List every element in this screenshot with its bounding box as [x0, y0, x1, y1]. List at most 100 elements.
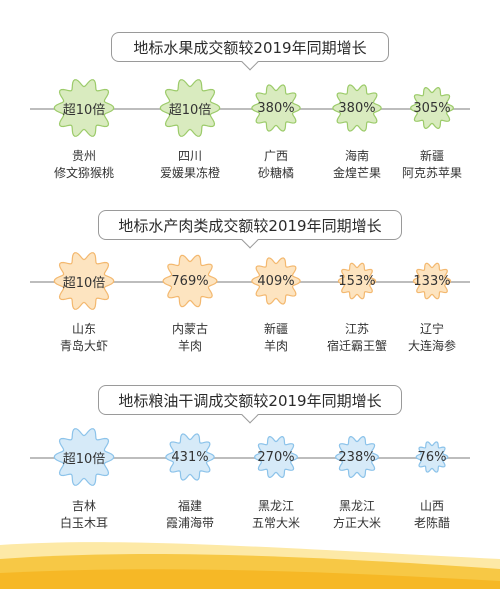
product-name: 青岛大虾 [59, 339, 108, 353]
growth-badge: 153% [337, 261, 377, 301]
section-aquatic-meat: 地标水产肉类成交额较2019年同期增长 超10倍山东青岛大虾 769% 内蒙古羊肉 4… [0, 175, 500, 355]
product-name: 羊肉 [177, 339, 202, 353]
scalloped-badge-shape [162, 254, 218, 308]
section-grain-oil: 地标粮油干调成交额较2019年同期增长 超10倍吉林白玉木耳 431% 福建霞浦海带… [0, 357, 500, 537]
region-name: 海南 [344, 149, 369, 163]
growth-badge: 409% [250, 255, 302, 307]
growth-badge: 380% [331, 82, 383, 134]
product-name: 爱媛果冻橙 [159, 166, 220, 180]
axis-line [30, 108, 470, 110]
scalloped-badge-shape [412, 262, 452, 300]
region-name: 黑龙江 [257, 499, 294, 513]
growth-value: 133% [413, 273, 451, 289]
product-label: 四川 爱媛果冻橙 [142, 148, 238, 182]
footer-wave-decoration [0, 542, 500, 589]
section-title-callout: 地标水产肉类成交额较2019年同期增长 [98, 210, 402, 240]
product-name: 霞浦海带 [165, 516, 214, 530]
axis-line [30, 281, 470, 283]
product-label: 新疆 阿克苏苹果 [384, 148, 480, 182]
axis-line [30, 457, 470, 459]
scalloped-badge-shape [53, 79, 115, 137]
product-label: 辽宁 大连海参 [384, 321, 480, 355]
growth-value: 305% [413, 100, 451, 116]
growth-badge: 超10倍 [52, 425, 116, 489]
growth-value: 380% [338, 100, 376, 116]
growth-badge: 305% [409, 85, 455, 131]
growth-value: 409% [257, 273, 295, 289]
scalloped-badge-shape [251, 84, 301, 132]
product-label: 新疆 羊肉 [228, 321, 324, 355]
growth-badge: 超10倍 [52, 76, 116, 140]
growth-badge: 431% [164, 431, 216, 483]
growth-badge: 76% [415, 440, 449, 474]
scalloped-badge-shape [409, 87, 455, 129]
scalloped-badge-shape [334, 436, 380, 478]
region-name: 内蒙古 [171, 322, 208, 336]
growth-badge: 380% [250, 82, 302, 134]
scalloped-badge-shape [53, 252, 115, 310]
scalloped-badge-shape [165, 433, 215, 481]
product-name: 金煌芒果 [332, 166, 381, 180]
growth-value: 431% [171, 449, 209, 465]
growth-value: 769% [171, 273, 209, 289]
product-name: 大连海参 [407, 339, 456, 353]
growth-badge: 270% [253, 434, 299, 480]
scalloped-badge-shape [415, 441, 449, 473]
growth-value: 153% [338, 273, 376, 289]
growth-value: 270% [257, 449, 295, 465]
region-name: 山西 [419, 499, 444, 513]
product-name: 修文猕猴桃 [53, 166, 114, 180]
scalloped-badge-shape [337, 262, 377, 300]
region-name: 贵州 [71, 149, 96, 163]
product-name: 羊肉 [263, 339, 288, 353]
growth-value: 超10倍 [62, 102, 106, 118]
region-name: 黑龙江 [338, 499, 375, 513]
scalloped-badge-shape [251, 257, 301, 305]
region-name: 福建 [177, 499, 202, 513]
product-label: 江苏 宿迁霸王蟹 [309, 321, 405, 355]
scalloped-badge-shape [332, 84, 382, 132]
product-name: 宿迁霸王蟹 [326, 339, 387, 353]
growth-value: 76% [417, 449, 447, 465]
section-fruit: 地标水果成交额较2019年同期增长 超10倍贵州修文猕猴桃 超10倍四川爱媛果冻橙… [0, 0, 500, 180]
section-title: 地标水产肉类成交额较2019年同期增长 [118, 217, 382, 235]
product-name: 白玉木耳 [59, 516, 108, 530]
region-name: 新疆 [263, 322, 288, 336]
growth-badge: 769% [161, 252, 219, 310]
region-name: 吉林 [71, 499, 96, 513]
product-name: 阿克苏苹果 [401, 166, 462, 180]
growth-badge: 133% [412, 261, 452, 301]
section-title: 地标粮油干调成交额较2019年同期增长 [118, 392, 382, 410]
region-name: 新疆 [419, 149, 444, 163]
product-name: 砂糖橘 [257, 166, 294, 180]
product-label: 黑龙江 方正大米 [309, 498, 405, 532]
region-name: 广西 [263, 149, 288, 163]
product-label: 山西 老陈醋 [384, 498, 480, 532]
growth-value: 超10倍 [62, 275, 106, 291]
product-label: 黑龙江 五常大米 [228, 498, 324, 532]
region-name: 四川 [177, 149, 202, 163]
growth-badge: 238% [334, 434, 380, 480]
growth-badge: 超10倍 [158, 76, 222, 140]
region-name: 山东 [71, 322, 96, 336]
product-name: 五常大米 [251, 516, 300, 530]
product-label: 贵州 修文猕猴桃 [36, 148, 132, 182]
growth-value: 380% [257, 100, 295, 116]
section-title-callout: 地标粮油干调成交额较2019年同期增长 [98, 385, 402, 415]
product-label: 内蒙古 羊肉 [142, 321, 238, 355]
scalloped-badge-shape [253, 436, 299, 478]
region-name: 江苏 [344, 322, 369, 336]
product-label: 吉林 白玉木耳 [36, 498, 132, 532]
section-title: 地标水果成交额较2019年同期增长 [133, 39, 367, 57]
growth-badge: 超10倍 [52, 249, 116, 313]
scalloped-badge-shape [159, 79, 221, 137]
region-name: 辽宁 [419, 322, 444, 336]
growth-value: 238% [338, 449, 376, 465]
product-name: 老陈醋 [413, 516, 450, 530]
section-title-callout: 地标水果成交额较2019年同期增长 [111, 32, 389, 62]
growth-value: 超10倍 [168, 102, 212, 118]
product-label: 山东 青岛大虾 [36, 321, 132, 355]
growth-value: 超10倍 [62, 451, 106, 467]
product-name: 方正大米 [332, 516, 381, 530]
scalloped-badge-shape [53, 428, 115, 486]
